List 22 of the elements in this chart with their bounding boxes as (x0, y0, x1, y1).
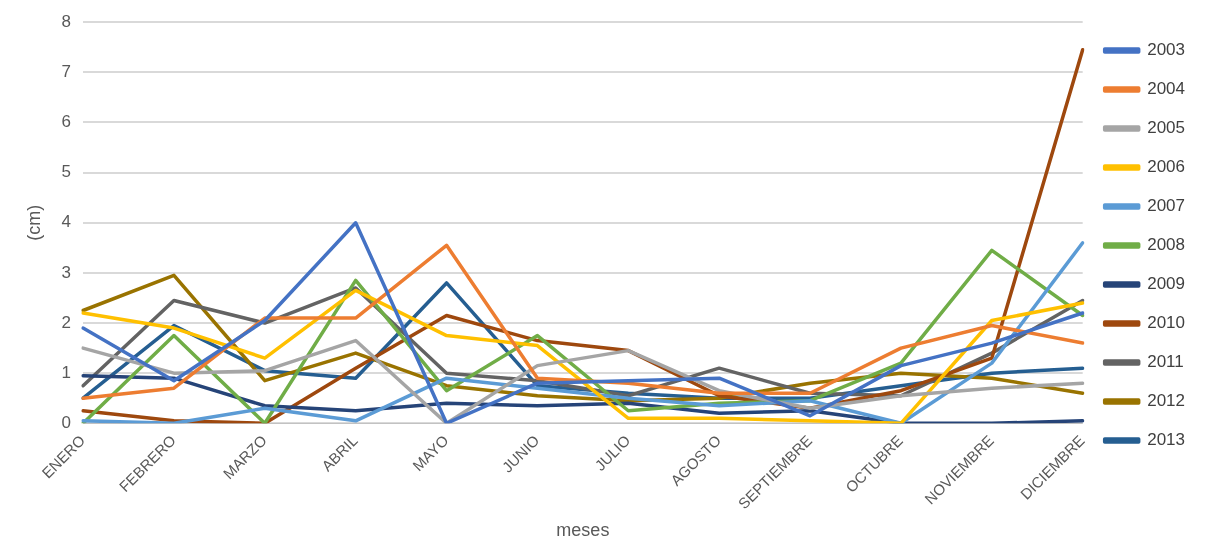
legend-label: 2004 (1147, 79, 1186, 99)
legend-label: 2009 (1147, 274, 1186, 294)
y-axis-title: (cm) (23, 204, 44, 241)
legend-label: 2010 (1147, 313, 1186, 333)
legend-label: 2003 (1147, 40, 1186, 60)
y-tick-label: 5 (61, 162, 72, 182)
y-tick-label: 0 (61, 412, 72, 432)
legend-label: 2008 (1147, 235, 1186, 255)
y-tick-label: 7 (61, 62, 72, 82)
y-tick-label: 1 (61, 362, 72, 382)
y-tick-label: 8 (61, 11, 72, 31)
legend-label: 2006 (1147, 157, 1186, 177)
y-tick-label: 3 (61, 262, 72, 282)
legend-label: 2007 (1147, 196, 1186, 216)
y-tick-label: 6 (61, 112, 72, 132)
legend-label: 2013 (1147, 430, 1186, 450)
y-tick-label: 4 (61, 212, 72, 232)
legend-label: 2005 (1147, 118, 1186, 138)
legend-label: 2011 (1147, 352, 1184, 372)
x-axis-title: meses (556, 520, 610, 541)
y-tick-label: 2 (61, 312, 72, 332)
legend-label: 2012 (1147, 391, 1186, 411)
